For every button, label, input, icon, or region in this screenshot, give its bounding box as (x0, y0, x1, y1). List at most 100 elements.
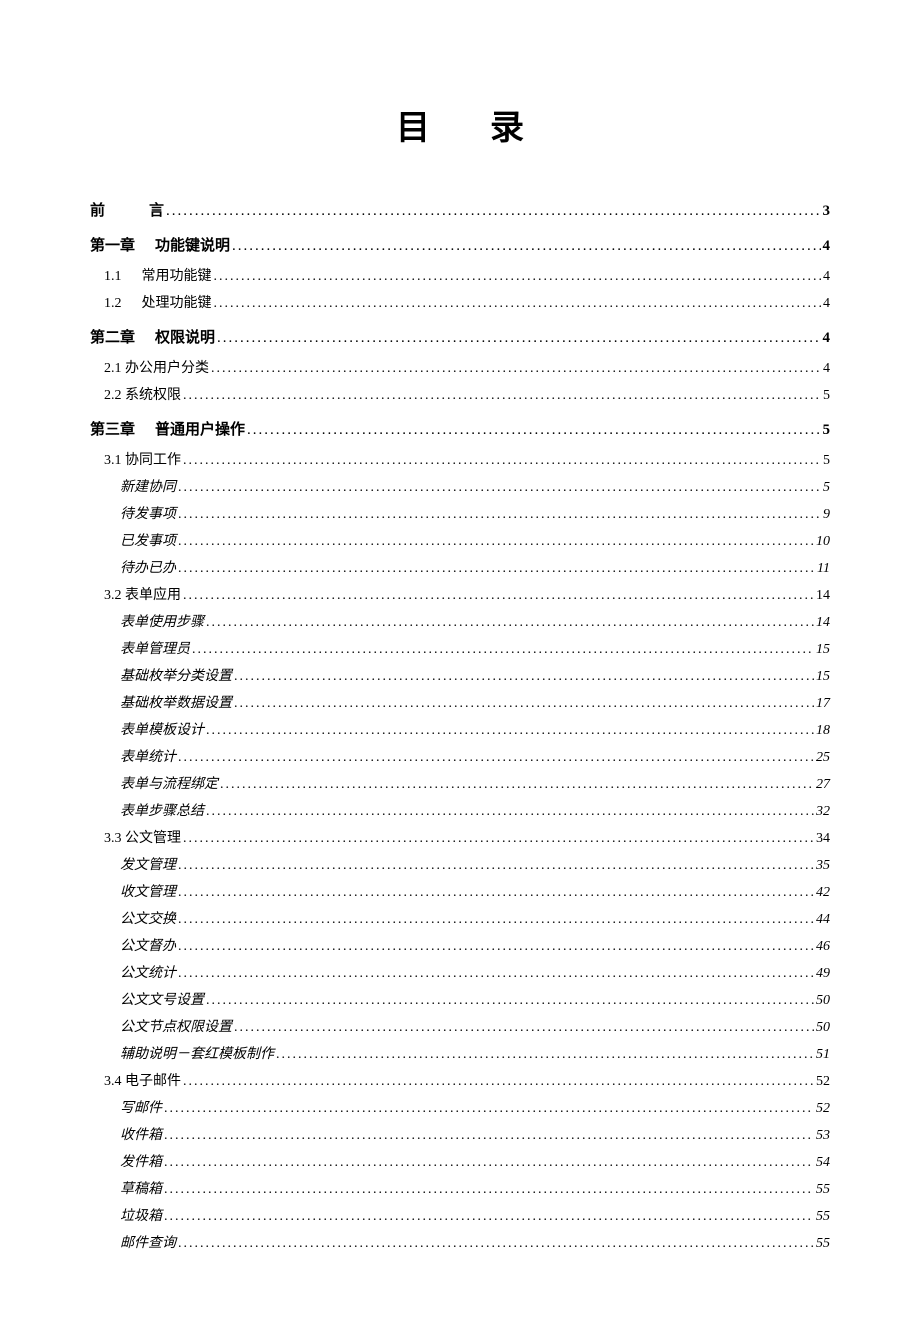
toc-leader-dots (164, 1209, 814, 1225)
toc-leader-dots (220, 777, 814, 793)
toc-leader-dots (166, 203, 820, 220)
toc-entry-prefix: 1.2 (104, 296, 122, 312)
toc-entry-label: 表单使用步骤 (120, 611, 204, 631)
toc-leader-dots (178, 507, 821, 523)
toc-entry: 2.1 办公用户分类 4 (90, 357, 830, 377)
toc-entry: 1.1常用功能键4 (90, 265, 830, 285)
toc-leader-dots (164, 1101, 814, 1117)
toc-leader-dots (234, 669, 814, 685)
toc-entry-label: 垃圾箱 (120, 1205, 162, 1225)
toc-entry-label: 言 (149, 199, 164, 220)
toc-entry: 公文文号设置 50 (90, 989, 830, 1009)
toc-entry-page: 25 (816, 750, 830, 766)
toc-entry-page: 32 (816, 804, 830, 820)
toc-entry-page: 10 (816, 534, 830, 550)
toc-entry-page: 9 (823, 507, 830, 523)
toc-entry-label: 3.1 协同工作 (104, 449, 181, 469)
toc-entry: 公文节点权限设置 50 (90, 1016, 830, 1036)
toc-entry-page: 35 (816, 858, 830, 874)
toc-entry-label: 辅助说明－套红模板制作 (120, 1043, 274, 1063)
toc-entry-label: 公文文号设置 (120, 989, 204, 1009)
toc-entry-label: 写邮件 (120, 1097, 162, 1117)
toc-entry-page: 4 (823, 361, 830, 377)
toc-entry: 3.3 公文管理 34 (90, 827, 830, 847)
toc-entry-page: 17 (816, 696, 830, 712)
toc-entry-label: 公文交换 (120, 908, 176, 928)
toc-leader-dots (211, 361, 821, 377)
toc-entry-label: 待发事项 (120, 503, 176, 523)
toc-entry-page: 15 (816, 642, 830, 658)
toc-entry-label: 公文督办 (120, 935, 176, 955)
toc-entry-page: 4 (823, 238, 831, 255)
toc-entry-page: 3 (823, 203, 831, 220)
toc-entry-label: 表单统计 (120, 746, 176, 766)
toc-entry-page: 14 (816, 615, 830, 631)
toc-entry-page: 27 (816, 777, 830, 793)
toc-entry: 第二章权限说明4 (90, 326, 830, 347)
toc-entry: 表单与流程绑定27 (90, 773, 830, 793)
toc-entry-page: 46 (816, 939, 830, 955)
toc-entry: 草稿箱55 (90, 1178, 830, 1198)
toc-entry: 2.2 系统权限 5 (90, 384, 830, 404)
toc-leader-dots (206, 804, 814, 820)
toc-entry-prefix: 前 (90, 199, 129, 220)
toc-entry-page: 44 (816, 912, 830, 928)
toc-entry-label: 公文节点权限设置 (120, 1016, 232, 1036)
toc-entry-label: 草稿箱 (120, 1178, 162, 1198)
toc-entry: 已发事项 10 (90, 530, 830, 550)
toc-leader-dots (178, 1236, 814, 1252)
toc-entry-label: 新建协同 (120, 476, 176, 496)
toc-entry-label: 表单管理员 (120, 638, 190, 658)
toc-entry: 表单模板设计18 (90, 719, 830, 739)
toc-entry: 基础枚举分类设置15 (90, 665, 830, 685)
toc-entry-page: 34 (816, 831, 830, 847)
toc-entry-label: 3.3 公文管理 (104, 827, 181, 847)
toc-leader-dots (234, 1020, 814, 1036)
toc-leader-dots (178, 480, 821, 496)
toc-entry-page: 15 (816, 669, 830, 685)
toc-leader-dots (164, 1128, 814, 1144)
toc-leader-dots (234, 696, 814, 712)
toc-entry: 收文管理 42 (90, 881, 830, 901)
toc-entry-page: 54 (816, 1155, 830, 1171)
toc-entry-label: 收文管理 (120, 881, 176, 901)
toc-entry: 邮件查询55 (90, 1232, 830, 1252)
toc-entry-label: 2.2 系统权限 (104, 384, 181, 404)
toc-entry: 表单统计 25 (90, 746, 830, 766)
toc-entry-page: 50 (816, 1020, 830, 1036)
toc-entry-page: 5 (823, 388, 830, 404)
toc-entry-label: 公文统计 (120, 962, 176, 982)
toc-entry-page: 4 (823, 269, 830, 285)
toc-entry: 收件箱 53 (90, 1124, 830, 1144)
toc-entry: 写邮件52 (90, 1097, 830, 1117)
toc-entry-label: 3.2 表单应用 (104, 584, 181, 604)
toc-entry-page: 18 (816, 723, 830, 739)
toc-leader-dots (183, 453, 821, 469)
toc-entry-page: 53 (816, 1128, 830, 1144)
toc-leader-dots (206, 723, 814, 739)
toc-entry-page: 50 (816, 993, 830, 1009)
toc-entry-page: 55 (816, 1236, 830, 1252)
toc-entry-label: 发件箱 (120, 1151, 162, 1171)
toc-entry-page: 5 (823, 422, 831, 439)
toc-entry-page: 4 (823, 330, 831, 347)
toc-entry: 表单管理员 15 (90, 638, 830, 658)
toc-entry-label: 待办已办 (120, 557, 176, 577)
toc-entry: 前言 3 (90, 199, 830, 220)
toc-leader-dots (217, 330, 820, 347)
toc-leader-dots (178, 912, 814, 928)
toc-leader-dots (206, 993, 814, 1009)
toc-entry-prefix: 第三章 (90, 418, 135, 439)
toc-entry: 公文交换 44 (90, 908, 830, 928)
toc-entry-label: 处理功能键 (142, 292, 212, 312)
toc-entry-label: 2.1 办公用户分类 (104, 357, 209, 377)
toc-entry-page: 42 (816, 885, 830, 901)
toc-entry-label: 已发事项 (120, 530, 176, 550)
toc-leader-dots (183, 831, 814, 847)
toc-leader-dots (192, 642, 814, 658)
toc-entry-label: 收件箱 (120, 1124, 162, 1144)
toc-entry-label: 普通用户操作 (155, 418, 245, 439)
toc-leader-dots (178, 534, 814, 550)
toc-entry-page: 55 (816, 1209, 830, 1225)
page-title: 目录 (90, 100, 830, 149)
